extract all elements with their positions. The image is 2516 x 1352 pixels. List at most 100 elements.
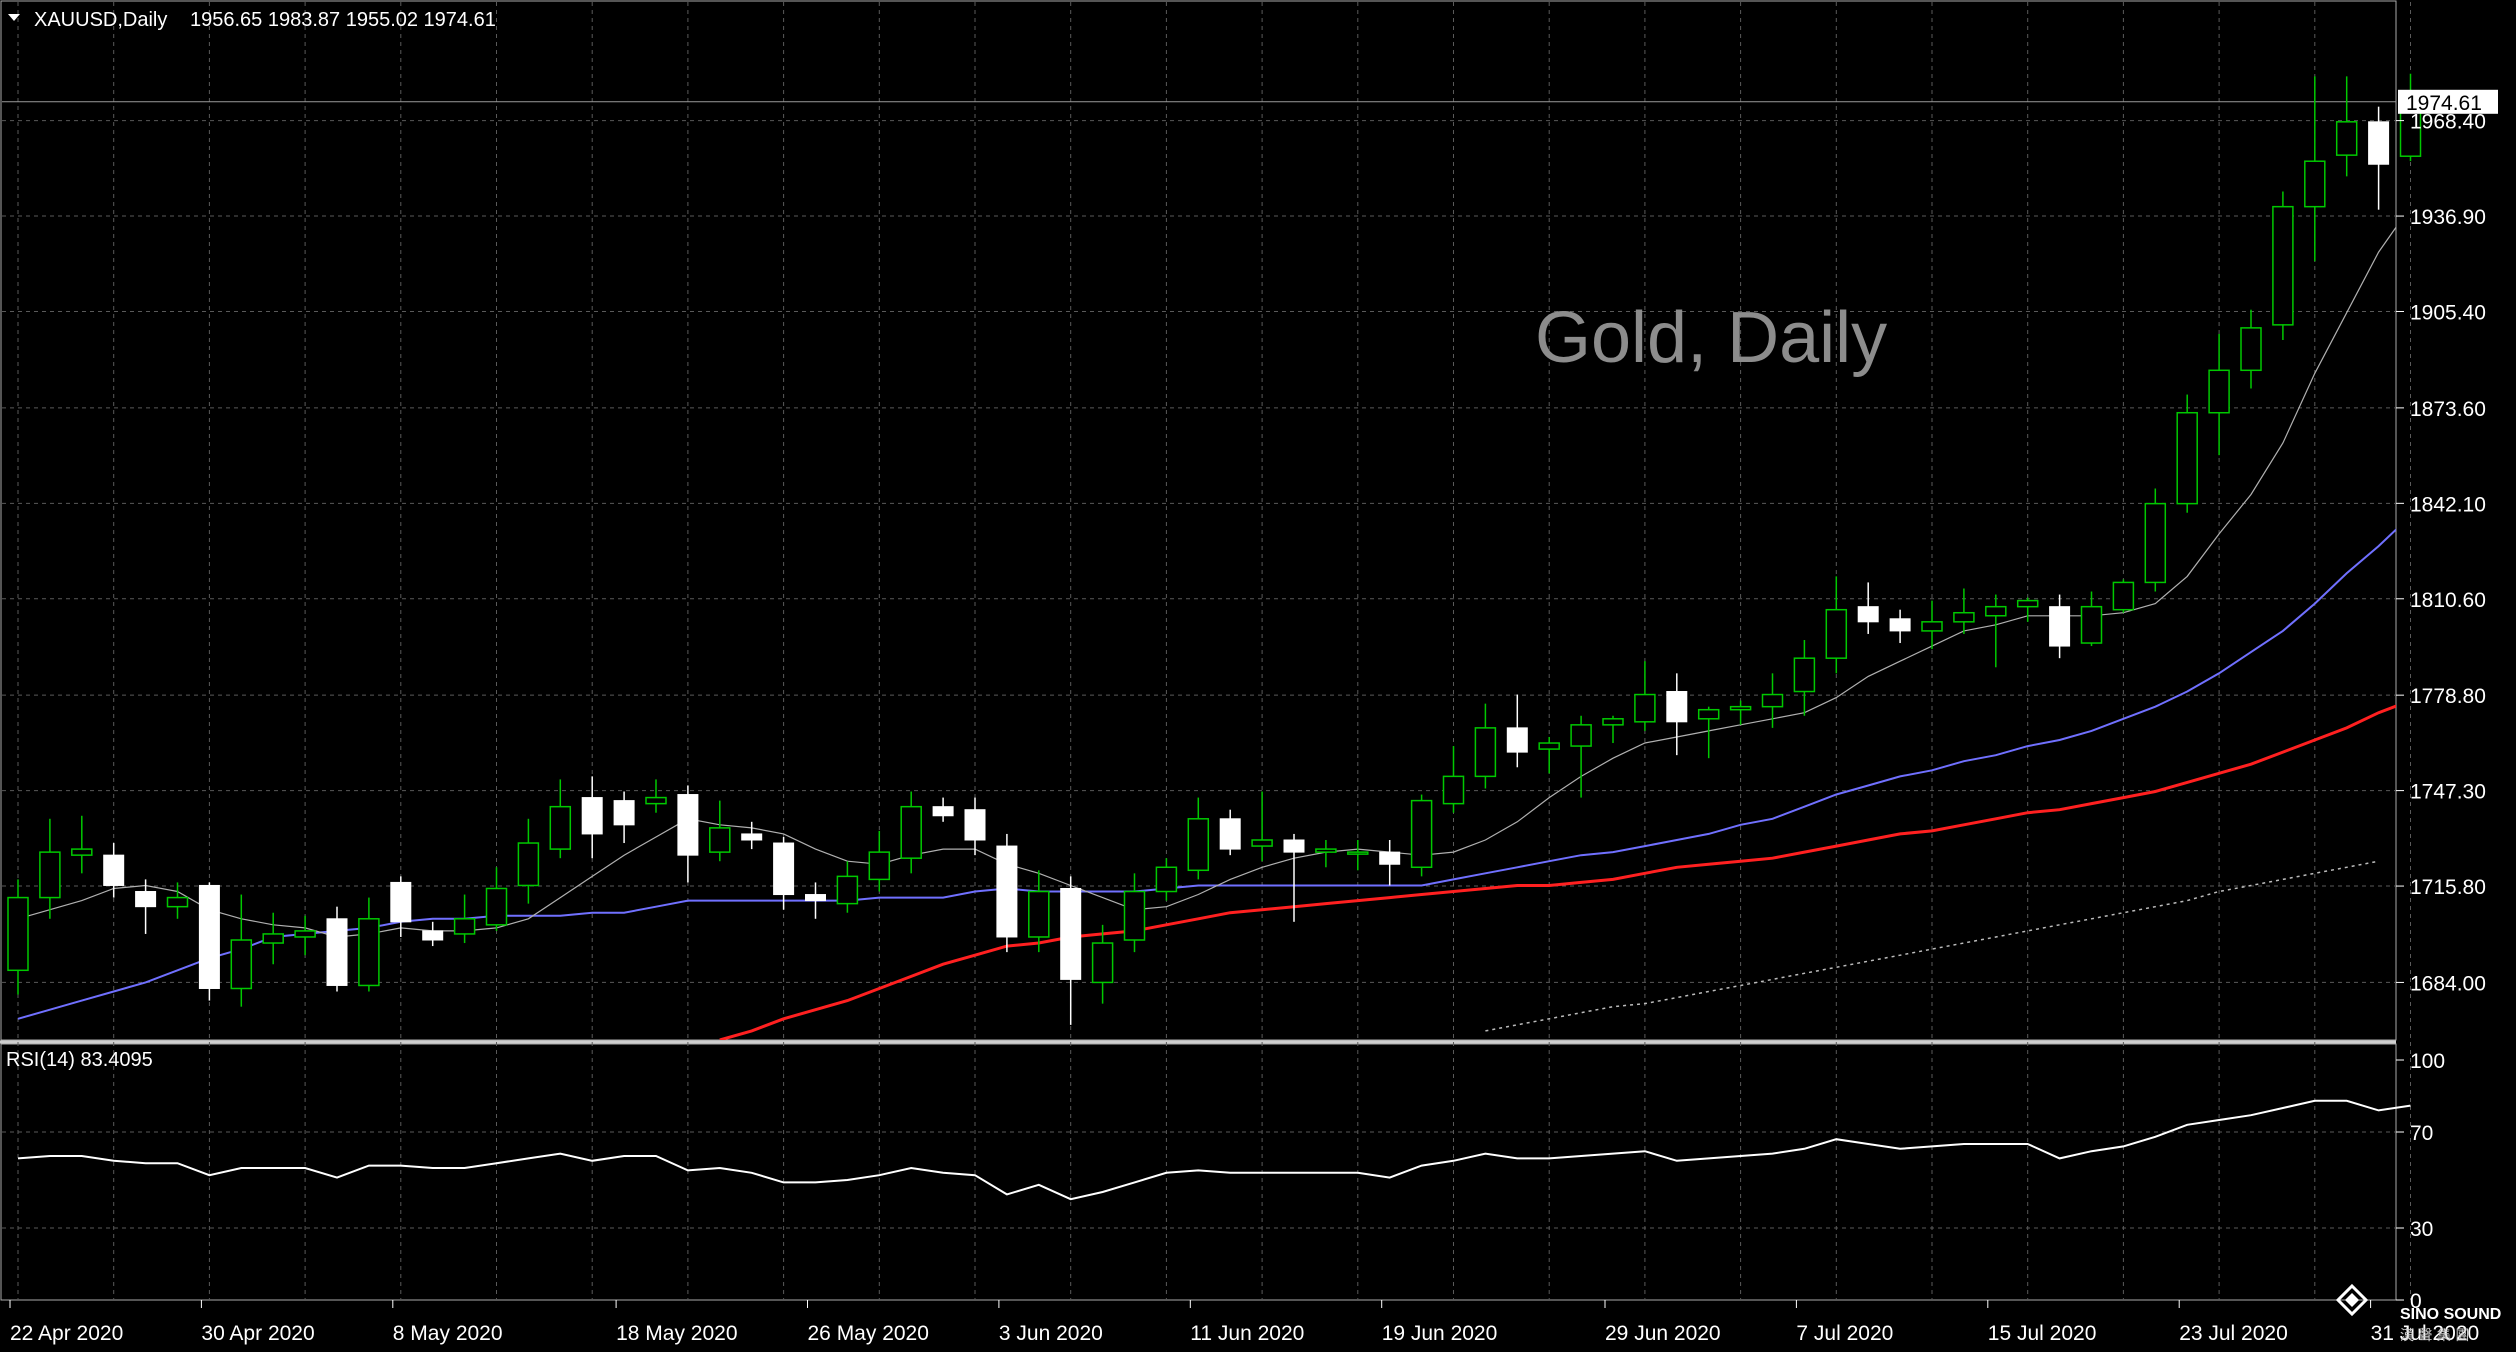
ma-slow-line: [719, 704, 2396, 1040]
candle-body-bull: [1825, 608, 1848, 659]
price-tick-label: 1715.80: [2410, 876, 2486, 899]
price-tick-label: 1810.60: [2410, 589, 2486, 612]
dropdown-triangle-icon[interactable]: [8, 14, 20, 21]
candle-body-bull: [1985, 605, 2007, 617]
candle-body-bull: [2144, 502, 2167, 584]
candle-body-bull: [2208, 369, 2230, 414]
candle-body-bull: [1634, 693, 1656, 723]
candle-body-bear: [964, 809, 986, 841]
price-tick-label: 1905.40: [2410, 302, 2486, 325]
candle-body-bull: [230, 939, 253, 990]
axes: 1968.40 1936.90 1905.40 1873.60 1842.10 1810.…: [9, 89, 2498, 1345]
candle-body-bull: [2112, 581, 2135, 611]
price-tick-label: 1747.30: [2410, 781, 2486, 804]
rsi-panel-border: [0, 1043, 2397, 1301]
candle-body-bull: [868, 851, 891, 881]
candle-body-bull: [2176, 411, 2198, 505]
candle-body-bull: [7, 896, 29, 972]
logo-subtext: 漢 聲 集 團: [2400, 1327, 2469, 1344]
candle-body-bear: [773, 842, 795, 896]
date-tick-label: 8 May 2020: [393, 1322, 503, 1345]
current-price-label: 1974.61: [2406, 92, 2482, 115]
price-tick-label: 1873.60: [2410, 398, 2486, 421]
candle-body-bear: [422, 930, 444, 941]
candle-body-bear: [1889, 618, 1911, 632]
candle-body-bear: [1666, 691, 1688, 723]
sino-sound-logo: SINO SOUND 漢 聲 集 團: [2335, 1283, 2501, 1344]
candle-body-bear: [2368, 121, 2390, 165]
candle-body-bull: [709, 827, 731, 853]
candle-body-bull: [453, 918, 476, 935]
candle-body-bull: [1538, 742, 1560, 750]
main-panel-border: [0, 0, 2397, 1041]
moving-averages: [17, 226, 2396, 1040]
candle-body-bear: [135, 891, 157, 908]
candle-body-bear: [932, 806, 954, 817]
grid: [0, 0, 2411, 1301]
candle-body-bull: [900, 805, 922, 859]
candle-body-bear: [326, 918, 348, 986]
candle-body-bull: [2240, 327, 2262, 372]
date-tick-label: 11 Jun 2020: [1190, 1322, 1304, 1345]
candle-body-bull: [1729, 705, 1752, 711]
candle-body-bull: [1474, 727, 1497, 778]
chart-watermark: Gold, Daily: [1535, 298, 1887, 378]
candle-body-bear: [677, 794, 699, 856]
candle-body-bull: [1187, 818, 1210, 872]
candle-body-bull: [1347, 851, 1369, 855]
current-price-box: [2398, 89, 2498, 114]
ma-long-line: [1485, 860, 2379, 1032]
date-tick-label: 26 May 2020: [808, 1322, 929, 1345]
candle-body-bull: [1921, 621, 1943, 632]
candle-body-bull: [1442, 775, 1465, 805]
candle-body-bull: [1410, 799, 1433, 869]
price-tick-label: 1778.80: [2410, 685, 2486, 708]
candle-body-bull: [517, 842, 540, 887]
rsi-label: RSI(14) 83.4095: [6, 1049, 153, 1071]
candle-body-bull: [294, 930, 316, 938]
candle-body-bull: [1251, 839, 1273, 847]
candles: [7, 73, 2422, 1025]
rsi-tick-label: 0: [2410, 1290, 2422, 1313]
logo-diamond-inner-icon: [2345, 1293, 2359, 1307]
price-tick-label: 1936.90: [2410, 206, 2486, 229]
candle-body-bull: [485, 887, 508, 926]
price-tick-label: 1684.00: [2410, 972, 2486, 995]
candle-body-bull: [549, 805, 572, 850]
candle-body-bear: [1857, 606, 1879, 623]
candle-body-bull: [645, 796, 667, 805]
rsi-line: [17, 1099, 2411, 1201]
candle-body-bull: [1953, 611, 1975, 623]
date-tick-label: 19 Jun 2020: [1382, 1322, 1498, 1345]
rsi-tick-label: 100: [2410, 1050, 2445, 1073]
candle-body-bull: [2335, 121, 2358, 156]
candle-body-bear: [805, 894, 826, 902]
price-tick-label: 1968.40: [2410, 111, 2486, 134]
date-tick-label: 23 Jul 2020: [2179, 1322, 2288, 1345]
candle-body-bull: [262, 933, 284, 944]
candle-body-bull: [1155, 866, 1178, 893]
date-tick-label: 22 Apr 2020: [10, 1322, 123, 1345]
candle-body-bear: [2049, 606, 2071, 647]
candle-body-bear: [1379, 851, 1401, 865]
candle-body-bear: [1060, 887, 1082, 980]
symbol-label: XAUUSD,Daily: [34, 9, 167, 31]
candle-body-bull: [1028, 890, 1050, 938]
candle-body-bear: [390, 881, 412, 923]
candle-body-bear: [1283, 839, 1305, 853]
candle-body-bull: [2080, 605, 2103, 644]
ohlc-label: 1956.65 1983.87 1955.02 1974.61: [190, 9, 496, 31]
candle-body-bull: [1315, 848, 1337, 853]
candle-body-bull: [836, 875, 859, 905]
rsi-panel: [2, 1099, 2411, 1229]
candle-body-bull: [2016, 599, 2039, 608]
candle-body-bull: [166, 896, 189, 908]
candle-body-bull: [358, 918, 380, 987]
logo-diamond-icon: [2335, 1283, 2369, 1317]
rsi-tick-label: 30: [2410, 1218, 2433, 1241]
ma-fast-line: [17, 226, 2396, 938]
candle-body-bull: [39, 851, 61, 899]
candle-body-bear: [996, 845, 1018, 938]
candle-body-bull: [1761, 693, 1784, 708]
